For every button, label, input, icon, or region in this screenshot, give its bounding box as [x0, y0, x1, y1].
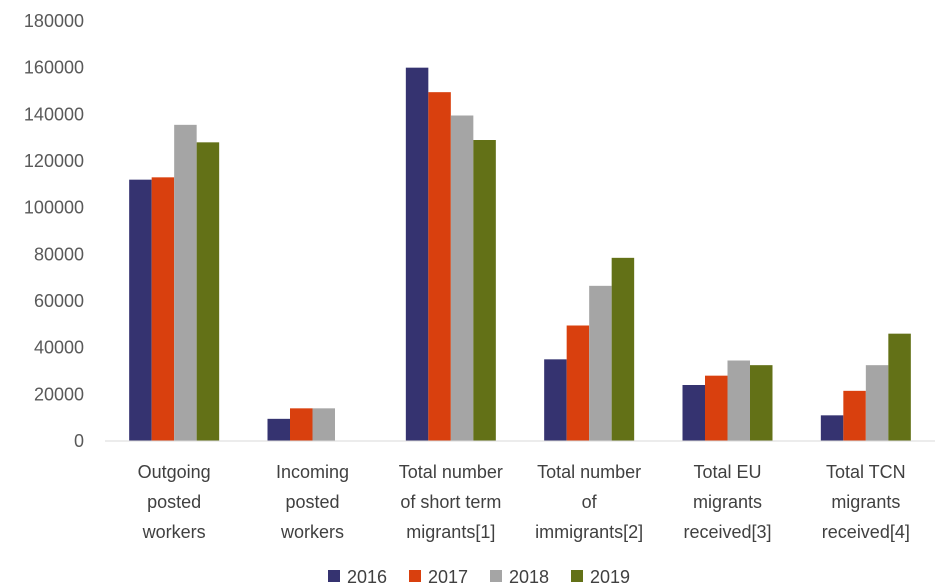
y-axis: 0 20000 40000 60000 80000 100000 120000 140000 1…: [24, 11, 84, 451]
legend-swatch-2018: [490, 570, 502, 582]
bar-2018: [312, 408, 335, 441]
bar-2019: [750, 365, 773, 441]
y-tick-label: 0: [74, 431, 84, 451]
legend-label-2019: 2019: [590, 567, 630, 587]
y-tick-label: 100000: [24, 198, 84, 218]
legend-label-2016: 2016: [347, 567, 387, 587]
bar-2019: [611, 257, 635, 441]
x-category-label: Total EU migrants received[3]: [683, 462, 771, 542]
y-tick-label: 160000: [24, 58, 84, 78]
x-axis: Outgoing posted workers Incoming posted worke…: [138, 462, 910, 542]
bar-2017: [151, 177, 175, 442]
bar-2017: [843, 390, 866, 441]
bar-2016: [682, 385, 705, 441]
x-category-label: Total TCN migrants received[4]: [822, 462, 910, 542]
bar-2017: [566, 325, 590, 441]
bar-2018: [174, 124, 197, 441]
legend-label-2017: 2017: [428, 567, 468, 587]
bar-2017: [428, 92, 451, 442]
bar-2017: [705, 375, 728, 441]
bar-2016: [405, 67, 429, 442]
x-category-label: Incoming posted workers: [276, 462, 349, 542]
bar-2016: [820, 415, 844, 441]
y-tick-label: 120000: [24, 151, 84, 171]
bar-2019: [888, 333, 911, 441]
bar-2016: [267, 418, 290, 441]
bar-2018: [727, 360, 750, 441]
bar-2016: [129, 179, 152, 441]
bar-2019: [473, 140, 496, 441]
bar-2019: [196, 142, 220, 442]
y-tick-label: 140000: [24, 104, 84, 124]
bar-2016: [544, 359, 567, 441]
bar-2017: [290, 408, 313, 441]
x-category-label: Outgoing posted workers: [138, 462, 211, 542]
bar-2018: [865, 365, 889, 441]
y-tick-label: 180000: [24, 11, 84, 31]
x-category-label: Total number of short term migrants[1]: [399, 462, 503, 542]
plot-area: [129, 67, 911, 442]
legend-swatch-2019: [571, 570, 583, 582]
legend-swatch-2016: [328, 570, 340, 582]
bar-2018: [450, 115, 474, 441]
bar-2018: [589, 285, 612, 441]
y-tick-label: 40000: [34, 338, 84, 358]
legend-label-2018: 2018: [509, 567, 549, 587]
y-tick-label: 60000: [34, 291, 84, 311]
y-tick-label: 20000: [34, 384, 84, 404]
legend-swatch-2017: [409, 570, 421, 582]
legend: 2016 2017 2018 2019: [328, 567, 630, 587]
y-tick-label: 80000: [34, 244, 84, 264]
x-category-label: Total number of immigrants[2]: [535, 462, 643, 542]
